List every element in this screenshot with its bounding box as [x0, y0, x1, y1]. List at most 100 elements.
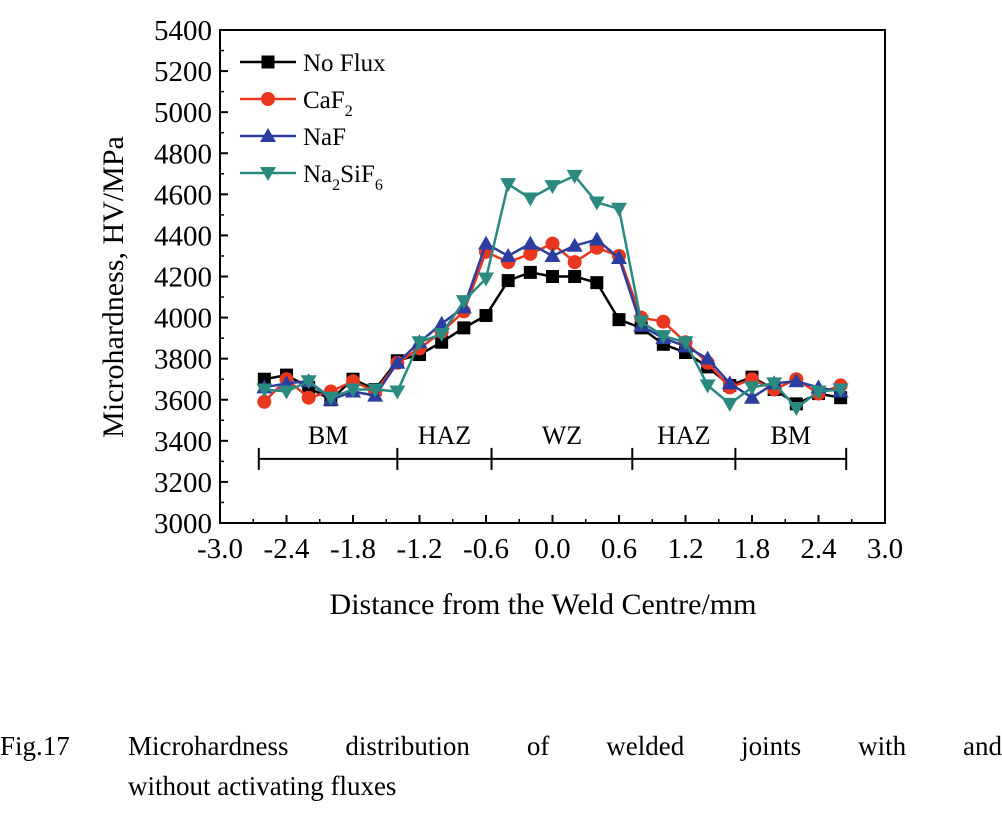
data-point-na2sif6: [633, 315, 650, 330]
legend-marker-naf: [260, 128, 276, 142]
data-point-na2sif6: [345, 383, 361, 398]
region-label-haz: HAZ: [418, 421, 471, 450]
data-point-na2sif6: [544, 180, 561, 195]
data-point-na2sif6: [721, 397, 738, 412]
data-point-naf: [522, 235, 539, 250]
y-tick-label: 5000: [154, 97, 212, 129]
legend-label-naf: NaF: [303, 124, 346, 151]
y-tick-label: 3000: [154, 508, 212, 540]
data-point-na2sif6: [588, 196, 605, 211]
data-point-na2sif6: [478, 272, 494, 287]
data-point-naf: [389, 354, 406, 369]
data-point-na2sif6: [411, 336, 428, 351]
figure-number: Fig.17: [0, 731, 70, 761]
data-point-no-flux: [546, 270, 559, 283]
data-point-naf: [566, 237, 583, 252]
legend-marker-na2sif6: [260, 167, 276, 181]
x-tick-label: 3.0: [867, 533, 903, 565]
data-point-na2sif6: [300, 375, 317, 390]
data-point-na2sif6: [367, 383, 384, 398]
x-tick-label: 2.4: [800, 533, 837, 565]
legend-item-no-flux: No Flux: [240, 50, 386, 77]
data-point-naf: [699, 350, 716, 365]
data-point-na2sif6: [278, 385, 295, 400]
x-axis-label: Distance from the Weld Centre/mm: [330, 588, 757, 621]
legend-label-no-flux: No Flux: [303, 50, 386, 77]
legend-item-naf: NaF: [240, 124, 346, 151]
legend-subscript: 6: [375, 177, 383, 194]
x-tick-label: 1.8: [734, 533, 770, 565]
data-point-caf2: [523, 246, 538, 261]
caption-line-2: without activating fluxes: [128, 771, 397, 801]
axes-layer: 3000 3200 3400 3600 3800 4000 4200 4400 4600 4800…: [154, 15, 903, 565]
x-tick-label: 0.6: [601, 533, 637, 565]
data-point-naf: [744, 389, 760, 404]
data-point-na2sif6: [322, 391, 339, 406]
y-tick-label: 3600: [154, 385, 212, 417]
series-naf: [256, 231, 849, 406]
x-tick-label: -3.0: [197, 533, 243, 565]
legend-subscript: 2: [332, 177, 340, 194]
series-no-flux: [257, 265, 848, 411]
legend-marker-caf2: [261, 92, 275, 106]
x-tick-label: -1.2: [397, 533, 443, 565]
legend-label-caf2: CaF2: [303, 87, 353, 120]
weld-region-bar: BM HAZ WZ HAZ BM: [257, 421, 848, 470]
data-point-na2sif6: [455, 295, 472, 310]
y-tick-label: 3400: [154, 426, 212, 458]
series-layer: [256, 169, 849, 416]
legend-subscript: 2: [345, 103, 353, 120]
region-label-haz: HAZ: [657, 421, 710, 450]
data-point-no-flux: [501, 274, 515, 288]
data-point-na2sif6: [677, 336, 694, 351]
legend-item-caf2: CaF2: [240, 87, 353, 120]
data-point-na2sif6: [433, 328, 450, 343]
legend-text: No Flux: [303, 50, 386, 77]
legend-item-na2sif6: Na2SiF6: [240, 161, 383, 194]
data-point-naf: [544, 247, 561, 262]
data-point-na2sif6: [699, 379, 716, 394]
microhardness-chart: 3000 3200 3400 3600 3800 4000 4200 4400 4600 4800…: [97, 15, 903, 621]
data-point-naf: [588, 231, 605, 246]
data-point-no-flux: [590, 276, 604, 290]
x-tick-label: 0.0: [534, 533, 570, 565]
x-tick-label: -1.8: [330, 533, 376, 565]
region-label-bm: BM: [308, 421, 348, 450]
x-tick-label: -2.4: [264, 533, 310, 565]
data-point-naf: [500, 247, 517, 262]
data-point-no-flux: [257, 372, 271, 386]
data-point-no-flux: [612, 313, 626, 327]
legend-label-na2sif6: Na2SiF6: [303, 161, 383, 194]
data-point-caf2: [656, 314, 671, 329]
data-point-no-flux: [479, 309, 493, 323]
region-label-bm: BM: [771, 421, 811, 450]
data-point-na2sif6: [389, 385, 406, 400]
legend-text: Na: [303, 161, 332, 188]
y-tick-label: 5400: [154, 15, 212, 47]
region-label-wz: WZ: [542, 421, 582, 450]
data-point-na2sif6: [655, 330, 672, 345]
data-point-naf: [788, 373, 805, 388]
y-tick-label: 4200: [154, 262, 212, 294]
data-point-na2sif6: [766, 377, 783, 392]
data-point-no-flux: [568, 270, 582, 283]
y-tick-label: 4600: [154, 179, 212, 211]
series-caf2: [257, 236, 848, 409]
data-point-na2sif6: [744, 381, 760, 396]
y-tick-label: 3200: [154, 467, 212, 499]
data-point-na2sif6: [500, 178, 517, 193]
legend-text: CaF: [303, 87, 345, 114]
y-tick-label: 5200: [154, 56, 212, 88]
y-axis-label: Microhardness, HV/MPa: [97, 136, 130, 438]
figure-caption: Fig.17 Microhardness distribution of wel…: [0, 726, 1002, 806]
data-point-na2sif6: [611, 202, 627, 217]
caption-line-1: Microhardness distribution of welded joi…: [128, 731, 1002, 761]
y-tick-label: 3800: [154, 344, 212, 376]
data-point-naf: [721, 375, 738, 390]
x-tick-label: 1.2: [667, 533, 703, 565]
data-point-naf: [611, 250, 627, 265]
data-point-na2sif6: [522, 192, 539, 207]
data-point-no-flux: [523, 265, 537, 279]
data-point-na2sif6: [832, 383, 849, 398]
data-point-na2sif6: [256, 383, 273, 398]
